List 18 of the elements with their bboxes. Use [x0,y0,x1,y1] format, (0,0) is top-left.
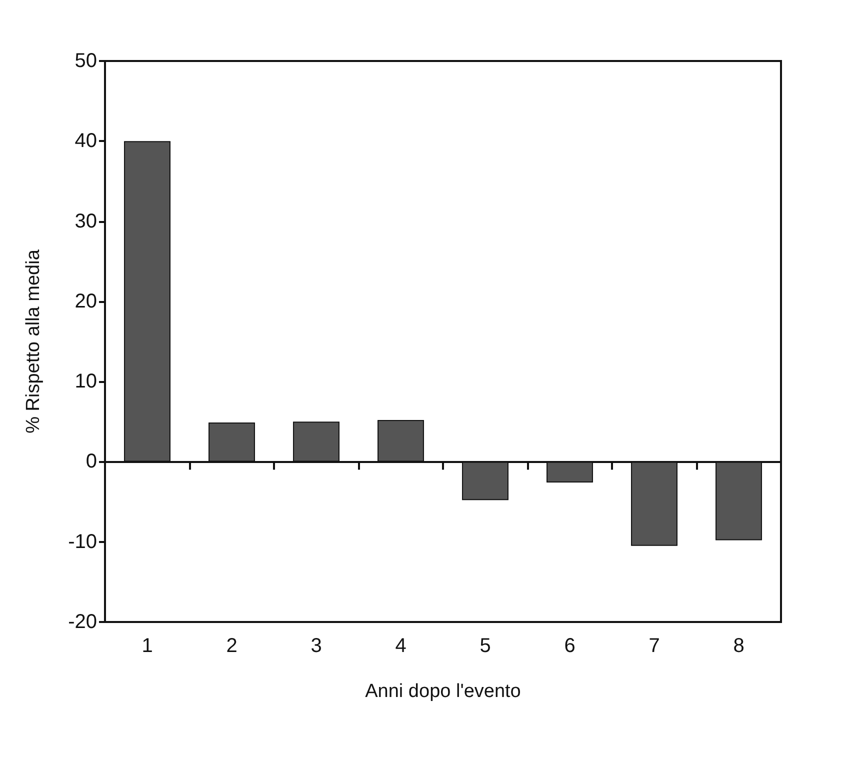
y-tick-label: 50 [74,50,97,72]
x-tick-label: 8 [733,635,744,657]
x-tick-label: 7 [648,635,660,657]
y-tick-label: -10 [68,530,97,553]
y-tick-label: 30 [74,210,97,232]
x-tick-label: 3 [310,635,322,657]
y-tick-label: 0 [86,450,97,473]
x-tick-label: 4 [395,635,406,657]
y-axis-title: % Rispetto alla media [23,249,44,434]
y-tick-label: 10 [74,370,97,393]
y-tick-label: 40 [74,130,97,152]
x-axis-title: Anni dopo l'evento [365,681,521,702]
x-tick-label: 2 [226,635,238,657]
y-tick-label: -20 [68,611,97,633]
x-tick-label: 6 [564,635,576,657]
x-tick-label: 1 [142,635,153,657]
x-tick-label: 5 [480,635,491,657]
y-tick-label: 20 [74,290,97,312]
